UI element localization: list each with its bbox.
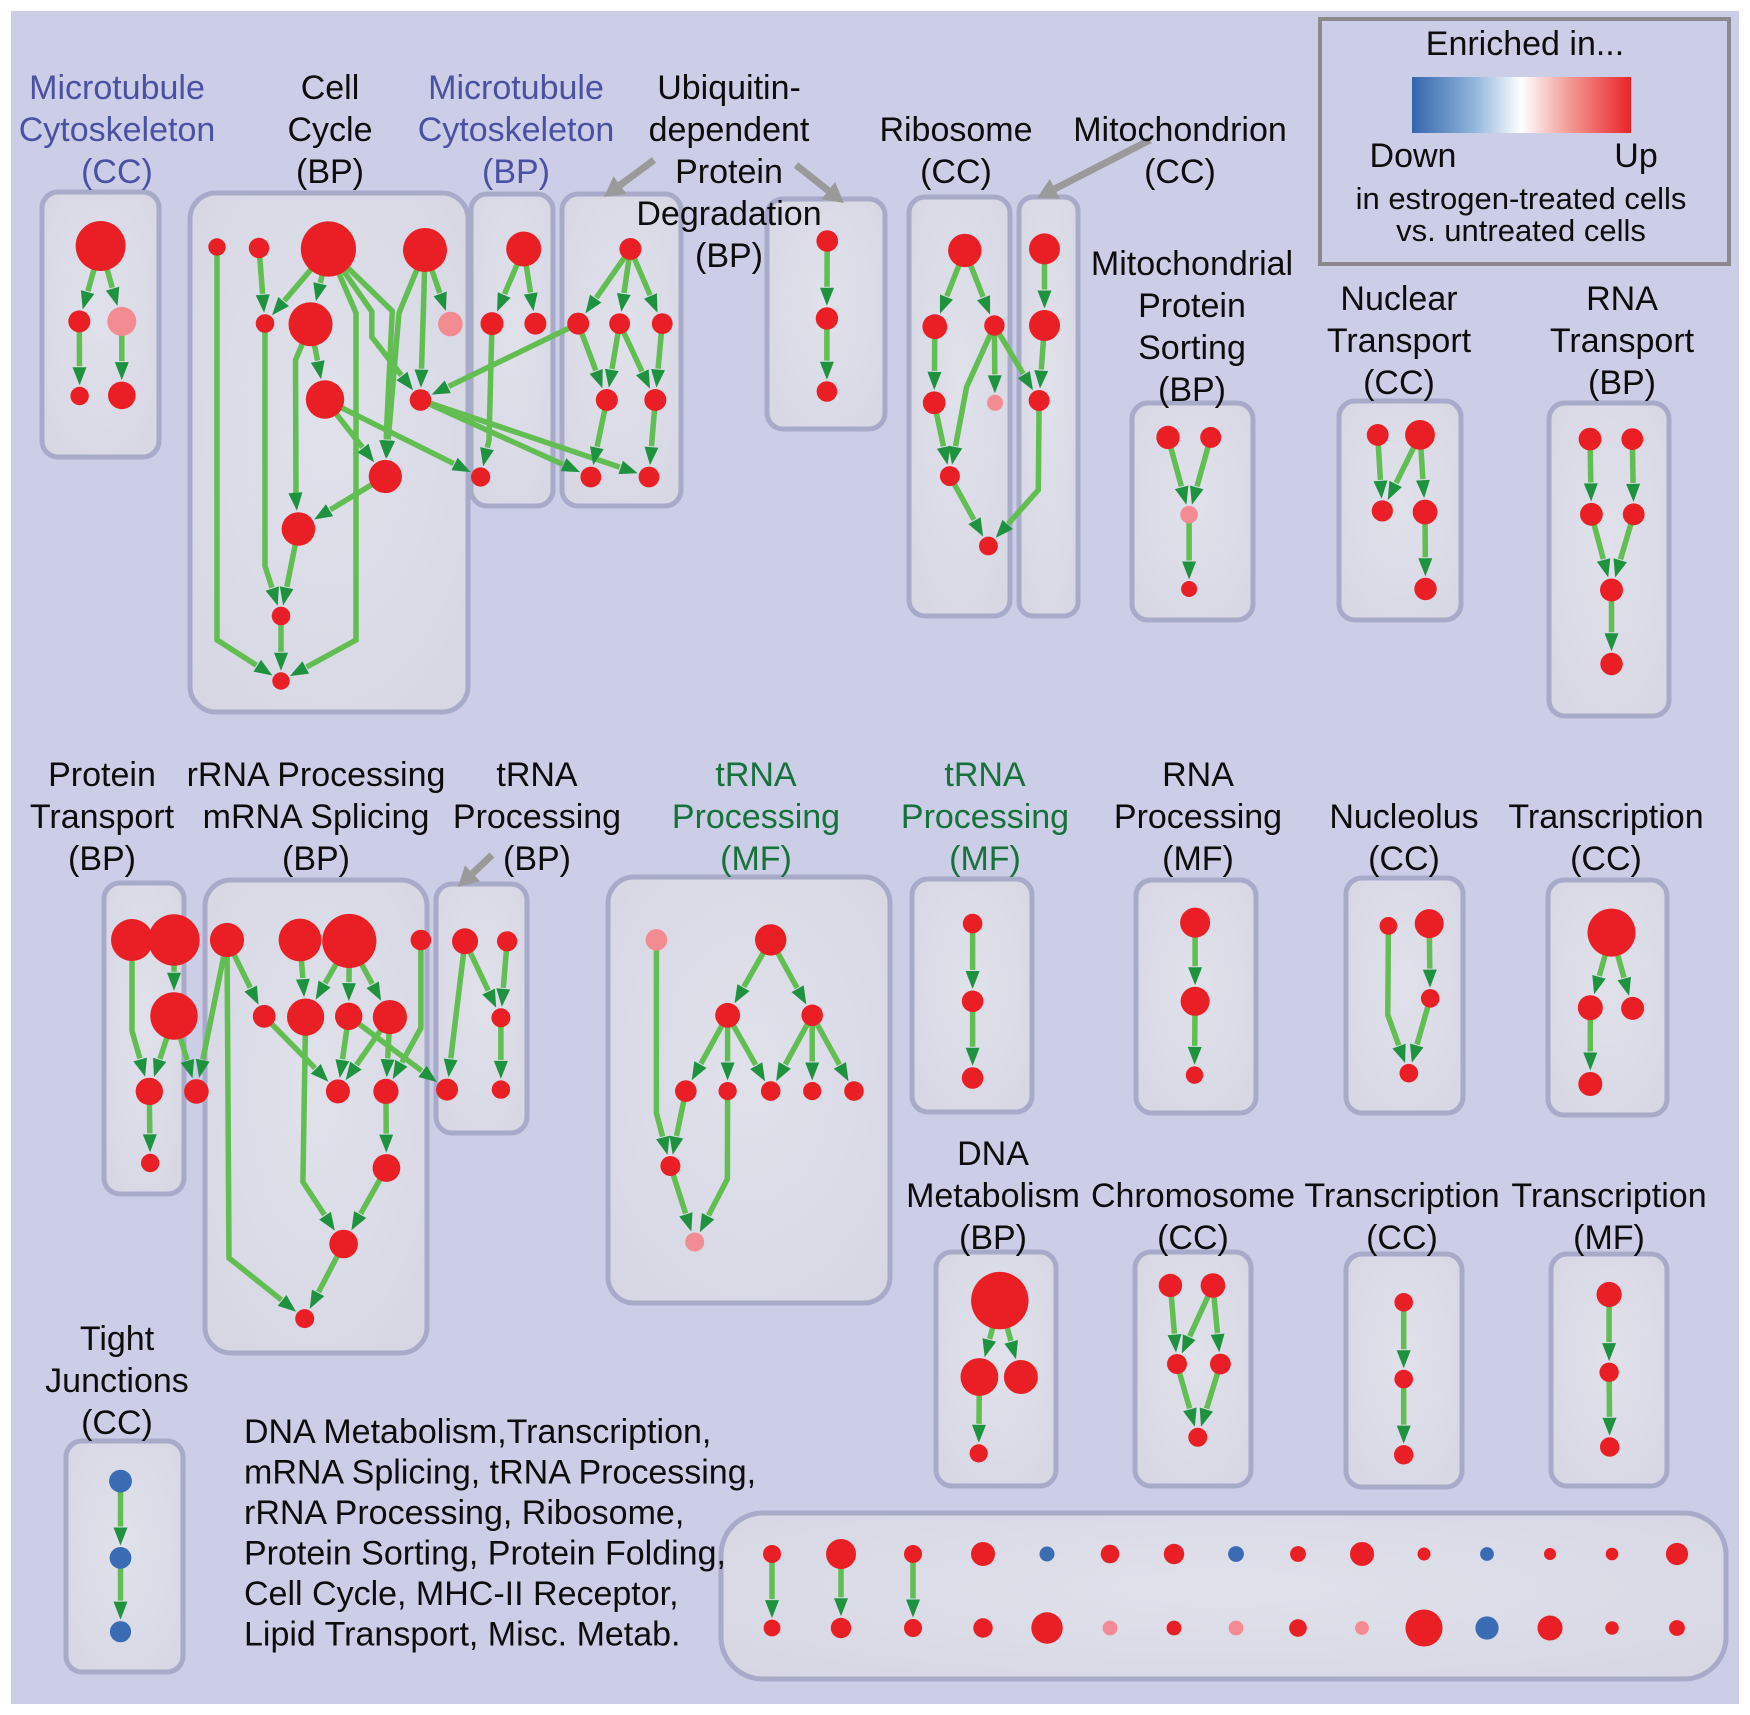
svg-text:Transcription: Transcription (1508, 798, 1703, 836)
svg-text:Metabolism: Metabolism (906, 1177, 1080, 1215)
svg-text:(CC): (CC) (1144, 153, 1216, 191)
svg-text:dependent: dependent (649, 111, 810, 149)
svg-text:Transport: Transport (1550, 322, 1695, 360)
svg-text:(BP): (BP) (296, 153, 364, 191)
svg-text:Cycle: Cycle (287, 111, 372, 149)
svg-text:Down: Down (1370, 137, 1457, 175)
svg-text:Transport: Transport (30, 798, 175, 836)
svg-text:Protein: Protein (675, 153, 783, 191)
svg-text:RNA: RNA (1162, 756, 1234, 794)
svg-text:(BP): (BP) (959, 1219, 1027, 1257)
svg-text:Mitochondrion: Mitochondrion (1073, 111, 1287, 149)
svg-text:Mitochondrial: Mitochondrial (1091, 245, 1293, 283)
svg-text:Processing: Processing (453, 798, 621, 836)
svg-text:rRNA Processing, Ribosome,: rRNA Processing, Ribosome, (244, 1494, 684, 1532)
svg-text:Enriched in...: Enriched in... (1426, 25, 1624, 63)
svg-text:(BP): (BP) (482, 153, 550, 191)
svg-text:Transport: Transport (1327, 322, 1472, 360)
svg-text:Microtubule: Microtubule (428, 69, 604, 107)
svg-text:Transcription: Transcription (1511, 1177, 1706, 1215)
svg-text:Chromosome: Chromosome (1091, 1177, 1295, 1215)
svg-text:mRNA Splicing: mRNA Splicing (203, 798, 430, 836)
svg-text:Microtubule: Microtubule (29, 69, 205, 107)
svg-text:(CC): (CC) (1570, 840, 1642, 878)
svg-text:(BP): (BP) (503, 840, 571, 878)
svg-text:Ubiquitin-: Ubiquitin- (657, 69, 801, 107)
svg-text:Protein Sorting, Protein Foldi: Protein Sorting, Protein Folding, (244, 1535, 726, 1573)
svg-text:(BP): (BP) (1588, 364, 1656, 402)
svg-text:(CC): (CC) (1157, 1219, 1229, 1257)
svg-text:(MF): (MF) (720, 840, 792, 878)
svg-text:(BP): (BP) (282, 840, 350, 878)
svg-text:Nucleolus: Nucleolus (1329, 798, 1478, 836)
svg-text:(CC): (CC) (1363, 364, 1435, 402)
svg-text:Cytoskeleton: Cytoskeleton (19, 111, 216, 149)
svg-text:tRNA: tRNA (715, 756, 797, 794)
svg-text:Sorting: Sorting (1138, 329, 1246, 367)
svg-text:Cell Cycle, MHC-II Receptor,: Cell Cycle, MHC-II Receptor, (244, 1575, 679, 1613)
svg-text:vs. untreated cells: vs. untreated cells (1396, 213, 1646, 248)
svg-text:(BP): (BP) (68, 840, 136, 878)
svg-text:in estrogen-treated cells: in estrogen-treated cells (1356, 181, 1687, 216)
svg-text:Processing: Processing (1114, 798, 1282, 836)
svg-text:(MF): (MF) (949, 840, 1021, 878)
svg-text:Degradation: Degradation (636, 195, 821, 233)
svg-text:(CC): (CC) (1368, 840, 1440, 878)
svg-text:Tight: Tight (80, 1320, 155, 1358)
svg-text:rRNA Processing: rRNA Processing (187, 756, 446, 794)
svg-text:(CC): (CC) (1366, 1219, 1438, 1257)
svg-text:Protein: Protein (48, 756, 156, 794)
svg-text:Up: Up (1614, 137, 1657, 175)
svg-text:Cell: Cell (301, 69, 360, 107)
svg-text:Processing: Processing (672, 798, 840, 836)
svg-text:DNA Metabolism,Transcription,: DNA Metabolism,Transcription, (244, 1413, 711, 1451)
svg-text:(BP): (BP) (695, 237, 763, 275)
svg-text:Junctions: Junctions (45, 1362, 189, 1400)
svg-text:tRNA: tRNA (496, 756, 578, 794)
svg-text:(CC): (CC) (81, 1404, 153, 1442)
svg-text:(MF): (MF) (1573, 1219, 1645, 1257)
svg-text:(BP): (BP) (1158, 371, 1226, 409)
svg-text:RNA: RNA (1586, 280, 1658, 318)
svg-text:(CC): (CC) (81, 153, 153, 191)
svg-text:Protein: Protein (1138, 287, 1246, 325)
svg-text:mRNA Splicing, tRNA Processing: mRNA Splicing, tRNA Processing, (244, 1454, 756, 1492)
svg-text:tRNA: tRNA (944, 756, 1026, 794)
svg-text:(MF): (MF) (1162, 840, 1234, 878)
svg-text:DNA: DNA (957, 1135, 1029, 1173)
svg-text:Cytoskeleton: Cytoskeleton (418, 111, 615, 149)
svg-text:Ribosome: Ribosome (879, 111, 1032, 149)
svg-text:Lipid Transport, Misc. Metab.: Lipid Transport, Misc. Metab. (244, 1616, 681, 1654)
svg-text:(CC): (CC) (920, 153, 992, 191)
svg-text:Transcription: Transcription (1304, 1177, 1499, 1215)
svg-text:Processing: Processing (901, 798, 1069, 836)
svg-text:Nuclear: Nuclear (1340, 280, 1457, 318)
